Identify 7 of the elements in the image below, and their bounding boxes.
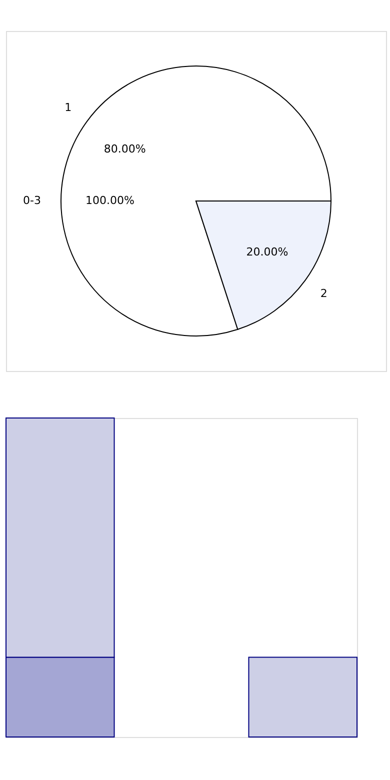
text: 0-3 xyxy=(23,194,41,207)
slice-label: 2 xyxy=(320,286,328,300)
text: 100.00% xyxy=(86,194,134,207)
pie-slice xyxy=(60,66,332,336)
data-label: 80.00% xyxy=(104,142,146,156)
slice-label: 1 xyxy=(64,101,72,114)
data-label: 20.00% xyxy=(246,246,288,259)
